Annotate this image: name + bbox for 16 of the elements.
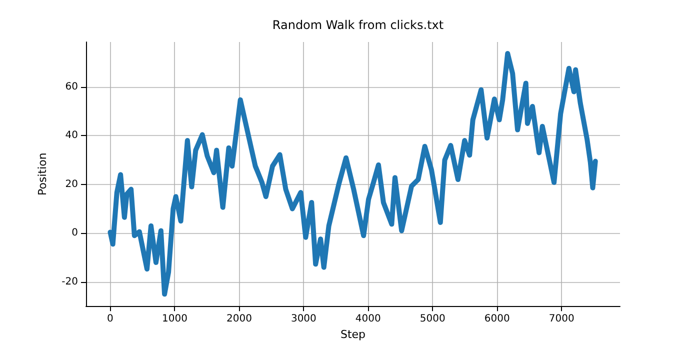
x-tick-label: 3000 — [290, 314, 316, 325]
x-axis-title: Step — [340, 328, 366, 341]
y-tick-label: 0 — [72, 228, 78, 239]
x-tick-label: 4000 — [355, 314, 381, 325]
x-tick-label: 6000 — [484, 314, 510, 325]
x-tick-label: 0 — [107, 314, 114, 325]
y-tick-label: 60 — [65, 81, 78, 92]
y-tick-label: 20 — [65, 178, 78, 190]
chart-title: Random Walk from clicks.txt — [272, 18, 444, 32]
y-axis-title: Position — [36, 152, 49, 196]
x-tick-label: 1000 — [162, 314, 188, 325]
x-tick-label: 5000 — [420, 314, 446, 325]
y-tick-label: 40 — [65, 130, 78, 142]
y-tick-label: -20 — [62, 276, 78, 288]
x-tick-label: 2000 — [226, 314, 252, 325]
x-tick-label: 7000 — [548, 314, 574, 325]
